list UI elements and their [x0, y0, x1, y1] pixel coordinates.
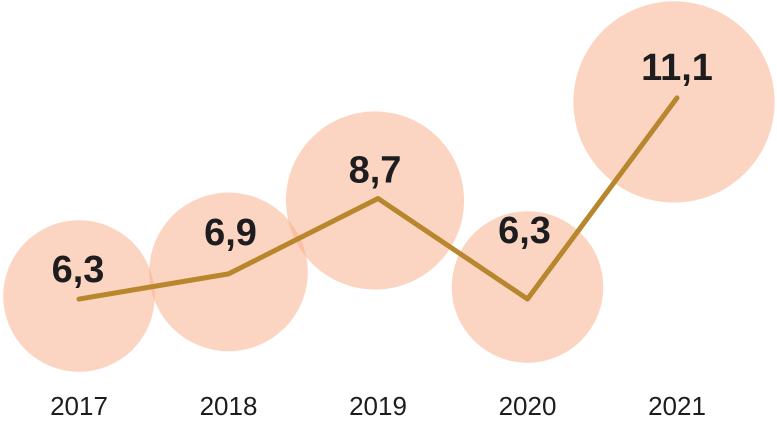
- x-axis-label-2017: 2017: [50, 391, 108, 421]
- trend-line: [76, 95, 680, 302]
- x-axis-label-2021: 2021: [648, 391, 706, 421]
- value-label-2021: 11,1: [641, 47, 713, 89]
- value-label-2019: 8,7: [349, 149, 402, 191]
- x-axis-label-2019: 2019: [349, 391, 407, 421]
- x-axis-label-2020: 2020: [499, 391, 557, 421]
- value-label-2020: 6,3: [498, 210, 551, 252]
- value-label-2017: 6,3: [52, 249, 105, 291]
- x-axis-label-2018: 2018: [200, 391, 258, 421]
- bubble-2017: [3, 220, 155, 372]
- value-label-2018: 6,9: [204, 212, 257, 254]
